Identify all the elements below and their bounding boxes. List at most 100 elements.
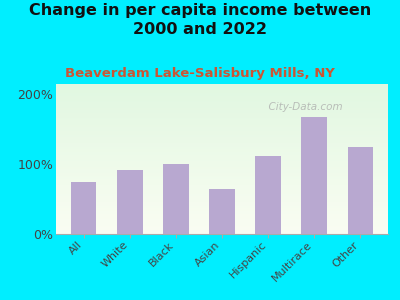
- Bar: [56, 161, 388, 162]
- Bar: [56, 212, 388, 213]
- Bar: [56, 171, 388, 172]
- Bar: [56, 185, 388, 186]
- Bar: [56, 87, 388, 88]
- Bar: [56, 96, 388, 97]
- Bar: [56, 220, 388, 221]
- Bar: [56, 126, 388, 127]
- Bar: [56, 99, 388, 100]
- Bar: [56, 89, 388, 90]
- Bar: [56, 111, 388, 112]
- Bar: [56, 232, 388, 233]
- Bar: [56, 123, 388, 124]
- Bar: [56, 195, 388, 196]
- Bar: [56, 217, 388, 218]
- Bar: [56, 168, 388, 169]
- Bar: [56, 172, 388, 173]
- Bar: [56, 110, 388, 111]
- Bar: [56, 226, 388, 227]
- Bar: [56, 202, 388, 203]
- Bar: [56, 145, 388, 146]
- Bar: [56, 143, 388, 144]
- Bar: [56, 160, 388, 161]
- Bar: [56, 108, 388, 109]
- Bar: [56, 106, 388, 107]
- Bar: [56, 193, 388, 194]
- Bar: [209, 189, 235, 234]
- Bar: [56, 120, 388, 121]
- Bar: [56, 158, 388, 159]
- Bar: [56, 186, 388, 187]
- Bar: [56, 101, 388, 102]
- Bar: [56, 103, 388, 104]
- Bar: [56, 122, 388, 123]
- Bar: [56, 97, 388, 98]
- Bar: [56, 216, 388, 217]
- Bar: [56, 114, 388, 115]
- Bar: [56, 85, 388, 86]
- Bar: [56, 199, 388, 200]
- Bar: [56, 153, 388, 154]
- Bar: [56, 164, 388, 165]
- Bar: [56, 105, 388, 106]
- Bar: [256, 156, 281, 234]
- Bar: [56, 177, 388, 178]
- Bar: [56, 214, 388, 215]
- Text: Change in per capita income between
2000 and 2022: Change in per capita income between 2000…: [29, 3, 371, 37]
- Bar: [56, 227, 388, 228]
- Bar: [56, 222, 388, 223]
- Bar: [56, 169, 388, 170]
- Bar: [56, 233, 388, 234]
- Bar: [56, 142, 388, 143]
- Bar: [56, 210, 388, 211]
- Bar: [56, 181, 388, 182]
- Bar: [56, 125, 388, 126]
- Text: City-Data.com: City-Data.com: [262, 102, 342, 112]
- Bar: [56, 141, 388, 142]
- Bar: [56, 100, 388, 101]
- Bar: [56, 144, 388, 145]
- Bar: [56, 113, 388, 114]
- Bar: [56, 178, 388, 179]
- Bar: [56, 221, 388, 222]
- Bar: [71, 182, 96, 234]
- Bar: [56, 112, 388, 113]
- Bar: [56, 188, 388, 189]
- Bar: [56, 204, 388, 205]
- Bar: [56, 104, 388, 105]
- Bar: [56, 213, 388, 214]
- Bar: [56, 131, 388, 132]
- Bar: [56, 88, 388, 89]
- Bar: [56, 116, 388, 117]
- Bar: [56, 152, 388, 153]
- Bar: [56, 127, 388, 128]
- Bar: [56, 170, 388, 171]
- Bar: [56, 205, 388, 206]
- Bar: [56, 183, 388, 184]
- Bar: [56, 137, 388, 138]
- Bar: [56, 154, 388, 155]
- Bar: [56, 118, 388, 119]
- Bar: [56, 139, 388, 140]
- Text: Beaverdam Lake-Salisbury Mills, NY: Beaverdam Lake-Salisbury Mills, NY: [65, 68, 335, 80]
- Bar: [56, 156, 388, 157]
- Bar: [56, 198, 388, 199]
- Bar: [56, 184, 388, 185]
- Bar: [56, 169, 388, 170]
- Bar: [56, 231, 388, 232]
- Bar: [56, 191, 388, 192]
- Bar: [56, 140, 388, 141]
- Bar: [56, 107, 388, 108]
- Bar: [56, 151, 388, 152]
- Bar: [56, 160, 388, 161]
- Bar: [56, 157, 388, 158]
- Bar: [56, 85, 388, 86]
- Bar: [56, 95, 388, 96]
- Bar: [56, 218, 388, 219]
- Bar: [348, 147, 373, 234]
- Bar: [56, 128, 388, 129]
- Bar: [56, 209, 388, 210]
- Bar: [56, 146, 388, 147]
- Bar: [56, 223, 388, 224]
- Bar: [56, 124, 388, 125]
- Bar: [56, 118, 388, 119]
